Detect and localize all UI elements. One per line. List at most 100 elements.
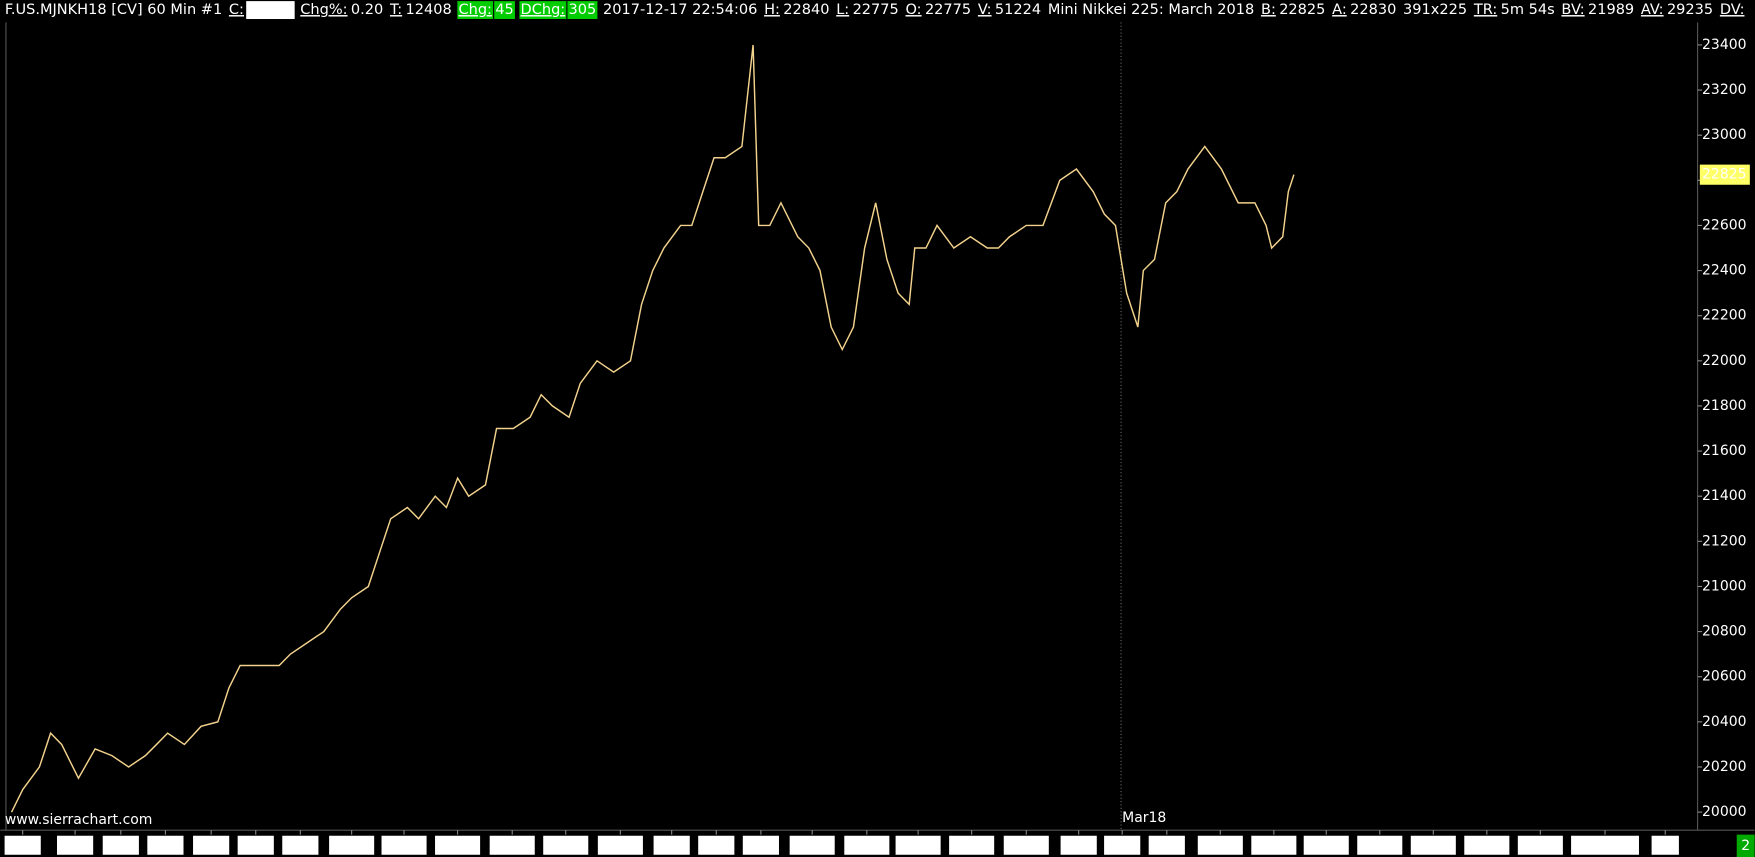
x-tick-box [435, 835, 481, 855]
x-tick-label: 10-25 [545, 838, 586, 854]
y-tick-label: 23400 [1702, 37, 1746, 53]
x-tick-label: 11-9 [745, 838, 777, 854]
x-tick-label: 11-13 [792, 838, 833, 854]
header-value: 21989 [1588, 2, 1634, 18]
x-tick-box [1571, 835, 1639, 855]
x-tick-label: 12-26 [1467, 838, 1508, 854]
x-tick-box [489, 835, 535, 855]
x-tick-box [57, 835, 94, 855]
x-tick-box [329, 835, 375, 855]
header-label: DChg: [521, 2, 566, 18]
y-tick-label: 23000 [1702, 127, 1746, 143]
x-tick-label: 11-7 [700, 838, 732, 854]
header-value: 305 [569, 2, 597, 18]
y-tick-label: 21000 [1702, 578, 1746, 594]
header-value: 51224 [995, 2, 1041, 18]
header-label: Chg: [458, 2, 491, 18]
x-tick-label: 12-21 [1359, 838, 1400, 854]
y-tick-label: 22000 [1702, 353, 1746, 369]
x-tick-box [282, 835, 319, 855]
header-label: T: [389, 2, 402, 18]
header-value-box [494, 1, 515, 20]
x-tick-box [4, 835, 41, 855]
x-tick-box [543, 835, 589, 855]
x-tick-box [1410, 835, 1456, 855]
header-label: A: [1332, 2, 1347, 18]
x-tick-label: 12-5 [1106, 838, 1138, 854]
corner-badge: 2 [1741, 838, 1750, 854]
x-tick-box [1303, 835, 1349, 855]
y-tick-label: 20800 [1702, 624, 1746, 640]
x-tick-label: 9-21 [59, 838, 91, 854]
x-tick-box [653, 835, 690, 855]
header-value: 29235 [1667, 2, 1713, 18]
header-label: Chg%: [300, 2, 347, 18]
y-tick-label: 21600 [1702, 443, 1746, 459]
header-label: DV: [1720, 2, 1745, 18]
header-label: Mini Nikkei 225: March 2018 [1048, 2, 1254, 18]
x-tick-box [789, 835, 835, 855]
x-tick-box [1197, 835, 1243, 855]
x-tick-label: 10-6 [284, 838, 316, 854]
header-value: 22840 [783, 2, 829, 18]
header-value: 22825 [247, 2, 293, 18]
x-tick-box [1148, 835, 1185, 855]
watermark: www.sierrachart.com [5, 812, 153, 828]
x-tick-label: 10-11 [331, 838, 372, 854]
header-label: BV: [1561, 2, 1584, 18]
header-label: 391x225 [1403, 2, 1467, 18]
header-label: B: [1261, 2, 1276, 18]
x-tick-label: 1-4 [1654, 838, 1677, 854]
y-tick-label: 22600 [1702, 217, 1746, 233]
header-value-box [567, 1, 598, 20]
y-tick-label: 20600 [1702, 669, 1746, 685]
header-value: 0.20 [351, 2, 383, 18]
annotation-label: Mar18 [1122, 810, 1166, 826]
header-value: 45 [495, 2, 514, 18]
x-tick-box [742, 835, 779, 855]
x-tick-box [949, 835, 995, 855]
header-value: 5m 54s [1501, 2, 1555, 18]
x-tick-label: 12-12 [1200, 838, 1241, 854]
corner-badge-box [1736, 834, 1755, 857]
last-price-box [1699, 164, 1750, 185]
x-tick-label: 11-1 [656, 838, 688, 854]
y-tick-label: 21200 [1702, 533, 1746, 549]
header-label: 2017-12-17 22:54:06 [603, 2, 757, 18]
price-line [10, 44, 1295, 813]
header-box [457, 1, 494, 20]
y-tick-label: 21800 [1702, 398, 1746, 414]
x-tick-label: 12-29 [1520, 838, 1561, 854]
x-tick-box [1104, 835, 1141, 855]
x-tick-box [844, 835, 890, 855]
y-tick-label: 23200 [1702, 82, 1746, 98]
header-value-box [246, 1, 295, 20]
y-tick-label: 21400 [1702, 488, 1746, 504]
y-tick-label: 22400 [1702, 263, 1746, 279]
header-label: H: [764, 2, 780, 18]
x-tick-label: 12-24 [1413, 838, 1454, 854]
x-tick-box [1357, 835, 1403, 855]
x-tick-label: 10-1 [195, 838, 227, 854]
x-tick-label: 12-14 [1254, 838, 1295, 854]
x-tick-box [381, 835, 427, 855]
header-value: 22775 [853, 2, 899, 18]
x-tick-label: 10-23 [492, 838, 533, 854]
x-tick-label: 9-25 [105, 838, 137, 854]
x-tick-label: 10-16 [384, 838, 425, 854]
x-tick-box [147, 835, 184, 855]
x-tick-label: 2018-1-1 [1573, 838, 1636, 854]
header-label: L: [836, 2, 849, 18]
x-tick-box [1517, 835, 1563, 855]
header-label: V: [978, 2, 992, 18]
x-tick-label: 11-26 [951, 838, 992, 854]
y-tick-label: 20200 [1702, 759, 1746, 775]
x-tick-box [237, 835, 274, 855]
y-tick-label: 20000 [1702, 804, 1746, 820]
x-tick-box [597, 835, 643, 855]
x-tick-label: 10-4 [240, 838, 272, 854]
x-tick-box [102, 835, 139, 855]
